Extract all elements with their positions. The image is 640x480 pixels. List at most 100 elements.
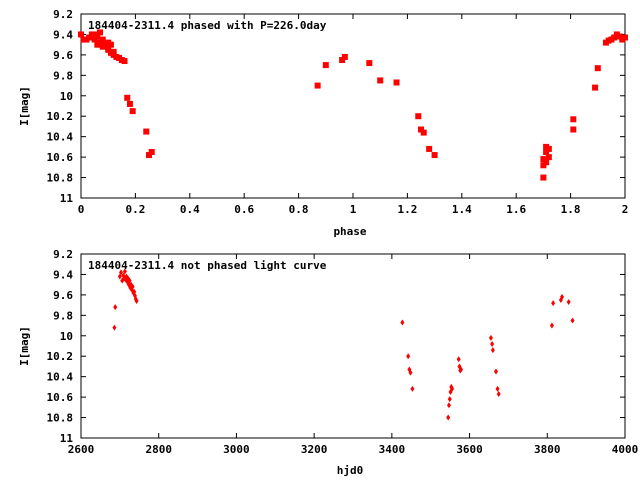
phased-ticks: 0 0.2 0.4 0.6 0.8 1 1.2 1.4 1.6 1.8 2 9.2 9.4 9.6 9.8 1… [47,8,629,216]
phased-data-point [341,53,348,60]
unphased-x-tick-label: 4000 [612,443,639,456]
phased-chart-title: 184404-2311.4 phased with P=226.0day [88,19,327,32]
unphased-data-point [406,353,411,360]
unphased-y-tick-label: 9.4 [53,268,73,281]
phased-data-point [540,162,547,169]
unphased-data-point [496,391,501,398]
phased-data-point [99,36,106,43]
phased-y-tick-label: 11 [60,192,74,205]
phased-data-point [110,48,117,55]
unphased-chart-title: 184404-2311.4 not phased light curve [88,259,327,272]
phased-x-tick-label: 1 [350,203,357,216]
unphased-data-point [459,366,464,373]
unphased-data-point [113,304,118,311]
unphased-data-point [119,269,124,276]
unphased-data-point [456,356,461,363]
phased-x-tick-label: 1.8 [561,203,581,216]
phased-data-point [143,128,150,135]
phased-data-point [393,79,400,86]
phased-data-point [339,57,346,63]
phased-data-point [616,33,623,40]
unphased-y-tick-label: 9.6 [53,289,73,302]
unphased-data-point [493,368,498,375]
phased-data-point [543,159,550,166]
phased-y-tick-label: 9.2 [53,8,73,21]
phased-y-tick-label: 9.4 [53,28,73,41]
phased-data-point [592,84,599,91]
phased-data-point [545,154,552,161]
phased-data-point [78,31,84,38]
phased-data-point [97,29,104,36]
unphased-x-tick-label: 3400 [379,443,406,456]
phased-data-point [622,34,628,41]
phased-y-tick-label: 10 [60,90,73,103]
unphased-data-point [490,347,495,354]
phased-data-point [594,65,601,72]
unphased-y-tick-label: 10.2 [47,350,74,363]
phased-y-tick-label: 10.6 [47,151,74,164]
unphased-y-axis-label: I[mag] [18,326,31,366]
phased-x-axis-label: phase [333,225,366,238]
unphased-y-tick-label: 10.8 [47,412,74,425]
phased-x-tick-label: 0.8 [289,203,309,216]
unphased-data-point [566,299,571,306]
phased-data-point [86,34,93,41]
phased-x-tick-label: 0.2 [125,203,145,216]
phased-data-point [322,62,329,69]
phased-panel: 0 0.2 0.4 0.6 0.8 1 1.2 1.4 1.6 1.8 2 9.2 9.4 9.6 9.8 1… [18,8,628,238]
phased-data-point [107,41,114,48]
phased-data-point [418,126,424,133]
phased-x-tick-label: 0 [78,203,85,216]
phased-data-point [148,149,155,155]
phased-y-tick-label: 9.6 [53,49,73,62]
unphased-data-point [410,385,415,392]
unphased-x-tick-label: 3000 [223,443,250,456]
unphased-data-point [400,319,405,326]
phased-data-points [78,29,628,181]
unphased-data-point [450,385,455,392]
unphased-data-point [125,278,130,285]
phased-data-point [146,152,152,159]
unphased-data-point [112,324,117,331]
unphased-x-tick-label: 3200 [301,443,328,456]
phased-data-point [314,82,321,89]
phased-y-axis-label: I[mag] [18,86,31,126]
phased-data-point [124,94,131,101]
phased-data-point [121,58,128,65]
phased-x-tick-label: 0.6 [234,203,254,216]
phased-data-point [366,60,373,67]
phased-data-point [545,145,552,152]
phased-data-point [420,129,427,136]
unphased-x-tick-label: 2600 [68,443,95,456]
unphased-data-point [127,277,132,284]
unphased-data-point [488,334,493,341]
phased-data-point [91,36,98,43]
unphased-x-axis-label: hjd0 [337,464,364,477]
phased-data-point [105,46,112,53]
phased-y-tick-label: 10.2 [47,110,74,123]
phased-data-point [377,77,384,84]
phased-data-point [570,126,577,133]
unphased-panel: 2600 2800 3000 3200 3400 3600 3800 4000 9.2 9.4 9.… [18,248,638,477]
phased-x-tick-label: 1.2 [397,203,417,216]
unphased-y-tick-label: 9.2 [53,248,73,261]
phased-y-tick-label: 10.8 [47,172,74,185]
phased-x-tick-label: 2 [622,203,629,216]
unphased-y-tick-label: 10.4 [47,371,74,384]
unphased-data-point [446,414,451,421]
phased-data-point [611,34,618,41]
unphased-y-tick-label: 11 [60,432,74,445]
phased-data-point [543,149,550,155]
phased-data-point [540,156,547,163]
phased-data-point [415,113,422,120]
phased-x-tick-label: 1.4 [452,203,472,216]
unphased-y-tick-label: 10.6 [47,391,74,404]
phased-data-point [431,152,438,159]
unphased-data-point [134,298,139,305]
unphased-ticks: 2600 2800 3000 3200 3400 3600 3800 4000 9.2 9.4 9.… [47,248,639,456]
unphased-data-point [130,283,135,290]
phased-data-point [126,100,133,107]
unphased-x-tick-label: 3800 [534,443,561,456]
